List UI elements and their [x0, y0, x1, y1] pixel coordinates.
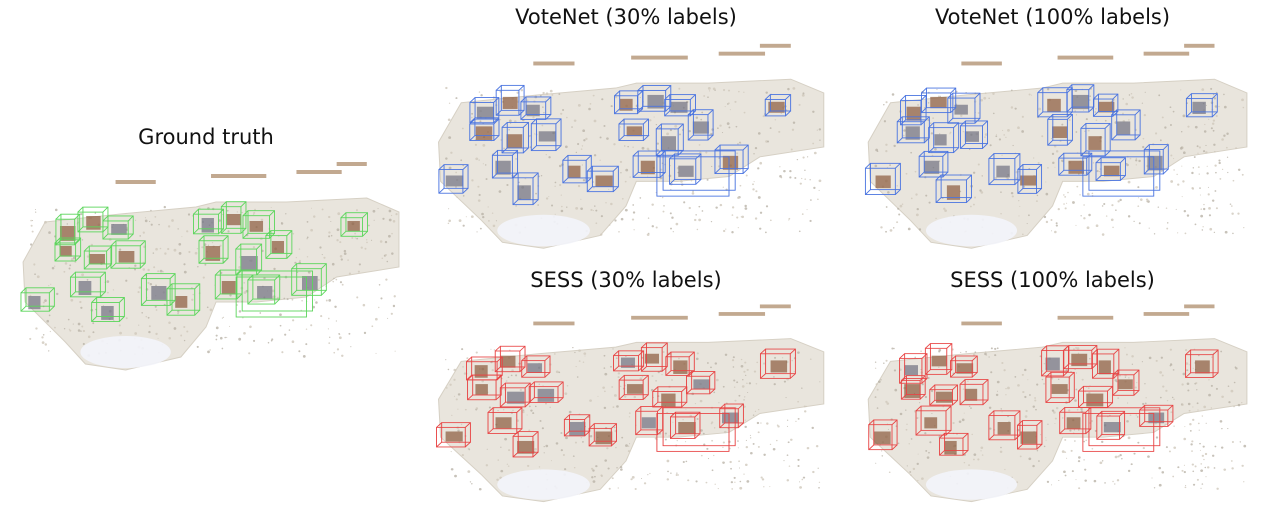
- wall-fragment: [1184, 43, 1215, 48]
- wall-fragment: [1143, 312, 1190, 316]
- point-cloud-scene: [5, 152, 407, 382]
- wall-fragment: [759, 43, 791, 48]
- wall-fragment: [211, 174, 267, 178]
- floor-highlight: [925, 214, 1018, 247]
- wall-fragment: [759, 304, 791, 309]
- wall-fragment: [1184, 304, 1215, 309]
- panel-title: SESS (30% labels): [530, 268, 722, 292]
- room-floor: [438, 338, 825, 503]
- bounding-boxes: [868, 343, 1219, 456]
- wall-fragment: [631, 55, 688, 60]
- wall-fragment: [296, 170, 342, 174]
- panel-votenet-100: VoteNet (100% labels): [850, 0, 1255, 262]
- panel-title: Ground truth: [138, 125, 274, 149]
- point-cloud-scene: [420, 34, 832, 260]
- furniture: [874, 353, 1210, 455]
- panel-title: SESS (100% labels): [950, 268, 1155, 292]
- panel-title: VoteNet (30% labels): [515, 5, 737, 29]
- wall-fragment: [115, 180, 156, 184]
- scene-canvas: [436, 304, 825, 503]
- point-cloud-scene: [420, 295, 832, 513]
- wall-fragment: [533, 61, 575, 66]
- wall-fragment: [336, 162, 367, 166]
- panel-sess-30: SESS (30% labels): [420, 263, 832, 514]
- bounding-boxes: [438, 84, 792, 206]
- wall-fragment: [961, 321, 1002, 326]
- floor-highlight: [925, 469, 1018, 500]
- panel-votenet-30: VoteNet (30% labels): [420, 0, 832, 262]
- panel-sess-100: SESS (100% labels): [850, 263, 1255, 514]
- wall-fragment: [533, 321, 575, 326]
- wall-fragment: [718, 312, 766, 316]
- wall-fragment: [1143, 51, 1190, 56]
- panel-ground-truth: Ground truth: [5, 120, 407, 385]
- wall-fragment: [961, 61, 1002, 66]
- floor-highlight: [80, 336, 171, 368]
- wall-fragment: [718, 51, 766, 56]
- bounding-boxes: [20, 201, 368, 322]
- furniture: [445, 94, 785, 200]
- panel-title: VoteNet (100% labels): [934, 5, 1171, 29]
- wall-fragment: [1057, 55, 1114, 60]
- floor-highlight: [497, 214, 590, 247]
- wall-fragment: [631, 315, 688, 320]
- floor-highlight: [497, 469, 590, 500]
- wall-fragment: [1057, 315, 1114, 320]
- point-cloud-scene: [850, 34, 1255, 260]
- room-floor: [867, 78, 1248, 249]
- scene-canvas: [438, 43, 825, 249]
- point-cloud-scene: [850, 295, 1255, 513]
- bounding-boxes: [864, 84, 1218, 203]
- bounding-boxes: [436, 342, 796, 458]
- room-floor: [867, 338, 1248, 503]
- room-floor: [438, 78, 825, 249]
- furniture: [875, 94, 1206, 200]
- scene-canvas: [867, 304, 1248, 503]
- scene-canvas: [20, 162, 400, 371]
- scene-canvas: [864, 43, 1248, 249]
- furniture: [445, 353, 788, 454]
